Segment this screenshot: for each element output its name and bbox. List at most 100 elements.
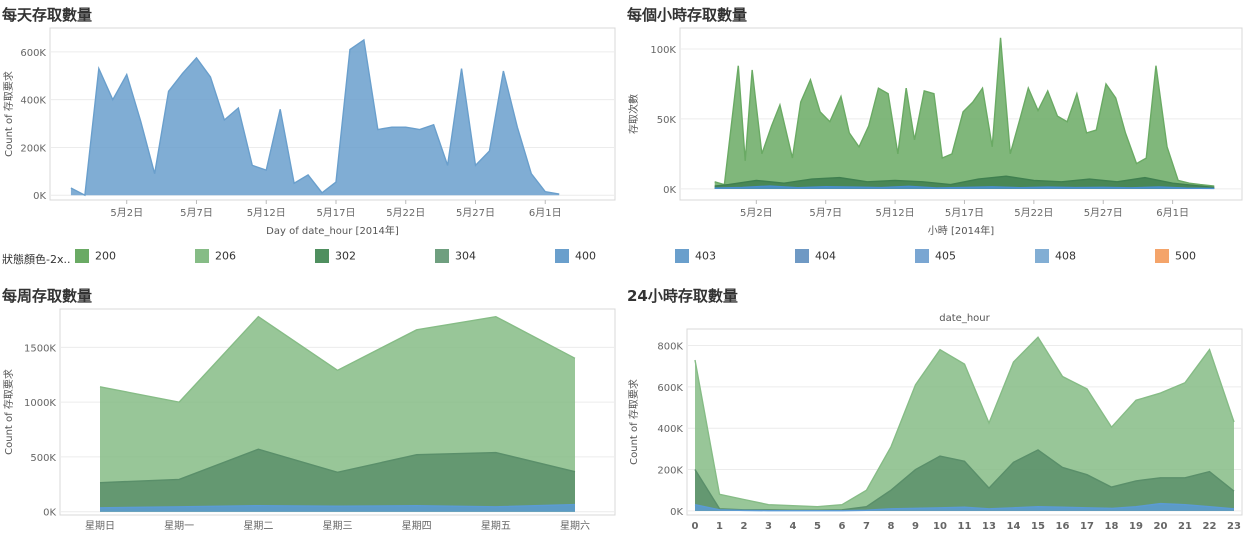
legend-swatch [795,249,809,263]
series-line-2 [99,503,576,509]
series-area-0 [70,39,560,196]
y-tick-label: 800K [657,342,683,353]
daily-area-chart[interactable]: 0K 200K 400K 600K 5月2日 5月7日 5月12日 5月17日 5月22日 5月2… [0,22,620,244]
x-category-label: 18 [1105,521,1119,532]
legend-swatch [75,249,89,263]
y-tick-label: 0K [670,507,683,518]
y-tick-label: 1500K [24,343,56,354]
x-category-label: 21 [1178,521,1192,532]
y-tick-label: 400K [657,424,683,435]
x-tick-label: 5月17日 [945,207,984,219]
x-category-label: 星期三 [323,520,353,532]
y-tick-label: 0K [43,508,56,519]
y-tick-label: 600K [20,48,46,59]
x-category-label: 19 [1129,521,1143,532]
x-axis-title: 小時 [2014年] [928,224,995,237]
x-tick-label: 5月22日 [386,207,425,219]
x-tick-label: 5月12日 [876,207,915,219]
x-category-label: 4 [790,521,797,532]
x-category-label: 20 [1154,521,1168,532]
legend-item-408[interactable]: 408 [1035,249,1076,265]
legend-item-500[interactable]: 500 [1155,249,1196,265]
legend-item-403[interactable]: 403 [675,249,716,265]
legend-swatch [675,249,689,263]
y-tick-label: 1000K [24,398,56,409]
legend-item-404[interactable]: 404 [795,249,836,265]
plot-frame [679,27,1243,201]
hourly-chart-title: 每個小時存取數量 [627,6,748,24]
x-category-label: 15 [1031,521,1045,532]
x-category-label: 星期四 [402,520,432,532]
series-line-2 [714,185,1215,190]
legend-swatch [1035,249,1049,263]
series-area-0 [695,337,1234,511]
series-line-0 [694,336,1235,508]
series-area-0 [714,37,1215,189]
x-category-label: 5 [814,521,821,532]
plot-frame [49,27,616,201]
x-tick-label: 5月27日 [456,207,495,219]
y-axis-title: Count of 存取要求 [2,71,15,157]
y-tick-label: 200K [657,466,683,477]
legend-swatch [435,249,449,263]
series-line-0 [99,315,576,403]
series-line-2 [694,502,1235,512]
series-line-0 [70,38,560,197]
x-category-label: 9 [912,521,919,532]
legend-swatch [915,249,929,263]
legend-title: 狀態顏色-2x.. [2,253,71,266]
x-tick-label: 5月2日 [740,207,773,219]
status-color-legend: 狀態顏色-2x.. 200 206 302 304 400 403 404 40… [0,246,1247,270]
x-category-label: 10 [933,521,947,532]
legend-item-302[interactable]: 302 [315,249,356,265]
daily-chart-title: 每天存取數量 [2,6,93,24]
x-category-label: 星期一 [164,520,194,532]
y-tick-label: 0K [33,191,46,202]
y-tick-label: 400K [20,96,46,107]
x-category-label: 0 [692,521,699,532]
x-tick-label: 6月1日 [1156,207,1189,219]
legend-swatch [1155,249,1169,263]
hour24-chart-title: 24小時存取數量 [627,287,738,305]
series-line-0 [714,37,1215,187]
series-area-1 [695,449,1234,511]
x-category-label: 13 [982,521,996,532]
x-tick-label: 5月7日 [180,207,213,219]
y-axis-title: 存取次數 [627,94,640,134]
y-axis-title: Count of 存取要求 [2,369,15,455]
legend-swatch [195,249,209,263]
x-category-label: 22 [1203,521,1217,532]
x-category-label: 星期日 [85,520,115,532]
weekly-chart-title: 每周存取數量 [2,287,93,305]
plot-frame [686,328,1243,516]
x-tick-label: 6月1日 [529,207,562,219]
y-tick-label: 0K [663,185,676,196]
legend-item-304[interactable]: 304 [435,249,476,265]
legend-item-405[interactable]: 405 [915,249,956,265]
series-line-1 [714,175,1215,189]
x-tick-label: 5月12日 [247,207,286,219]
legend-item-400[interactable]: 400 [555,249,596,265]
x-tick-label: 5月22日 [1014,207,1053,219]
weekly-area-chart[interactable]: 0K 500K 1000K 1500K 星期日 星期一 星期二 星期三 星期四 星期五 星期六 Cou… [0,303,620,533]
legend-swatch [555,249,569,263]
x-category-label: 3 [765,521,772,532]
x-tick-label: 5月17日 [316,207,355,219]
y-tick-label: 100K [650,45,676,56]
x-tick-label: 5月27日 [1084,207,1123,219]
x-tick-label: 5月2日 [110,207,143,219]
x-axis-title: Day of date_hour [2014年] [266,224,399,237]
x-category-label: 星期五 [481,520,511,532]
plot-frame [59,308,616,516]
x-category-label: 2 [741,521,748,532]
x-category-label: 16 [1056,521,1070,532]
legend-item-206[interactable]: 206 [195,249,236,265]
series-line-1 [99,448,576,484]
x-category-label: 星期六 [560,520,590,532]
x-category-label: 7 [863,521,870,532]
legend-item-200[interactable]: 200 [75,249,116,265]
hourly-area-chart[interactable]: 0K 50K 100K 5月2日 5月7日 5月12日 5月17日 5月22日 5月27日 6月1… [625,22,1247,244]
x-category-label: 11 [958,521,972,532]
x-tick-label: 5月7日 [809,207,842,219]
